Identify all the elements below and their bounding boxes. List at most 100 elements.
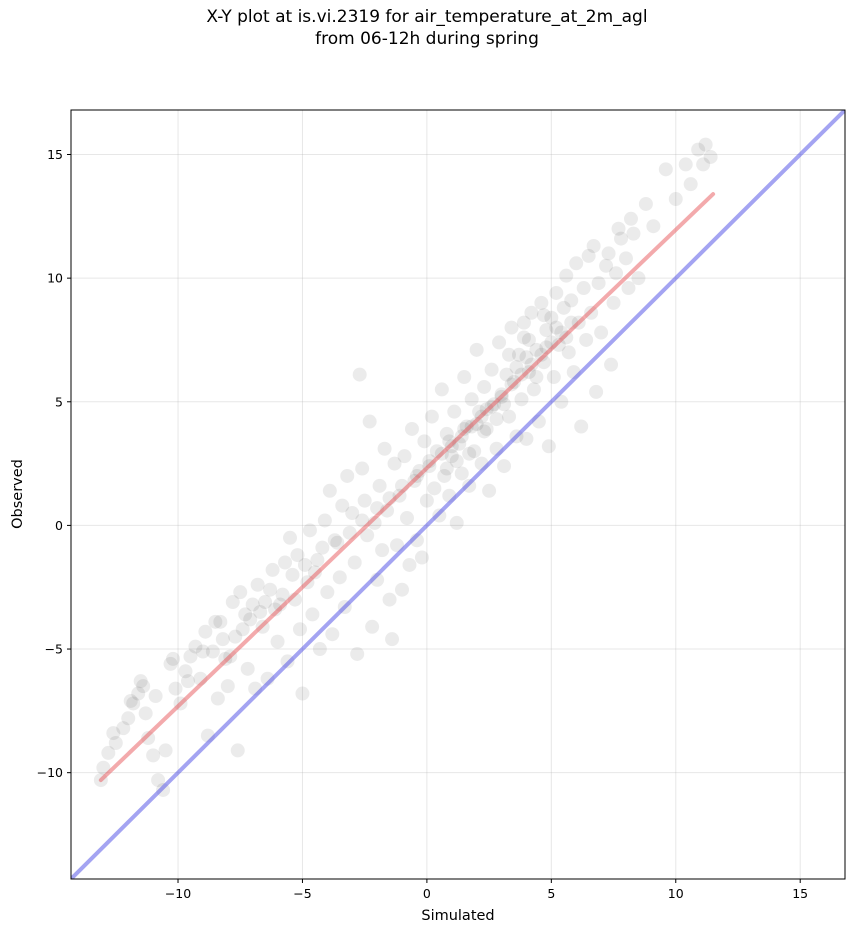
data-point — [457, 370, 472, 385]
data-point — [457, 421, 472, 436]
data-point — [166, 651, 181, 666]
data-point — [444, 449, 459, 464]
data-point — [188, 639, 203, 654]
data-point — [564, 293, 579, 308]
data-point — [275, 587, 290, 602]
data-point — [126, 696, 141, 711]
data-point — [123, 693, 138, 708]
data-point — [502, 409, 517, 424]
data-point — [362, 414, 377, 429]
data-point — [253, 604, 268, 619]
data-point — [233, 585, 248, 600]
data-point — [646, 219, 661, 234]
regression-line — [98, 192, 716, 783]
data-point — [360, 528, 375, 543]
data-point — [604, 357, 619, 372]
data-point — [424, 409, 439, 424]
data-point — [591, 276, 606, 291]
data-point — [516, 330, 531, 345]
data-point — [419, 493, 434, 508]
data-point — [606, 295, 621, 310]
data-point — [579, 332, 594, 347]
data-point — [521, 332, 536, 347]
data-point — [556, 300, 571, 315]
data-point — [497, 459, 512, 474]
data-point — [581, 248, 596, 263]
data-point — [268, 602, 283, 617]
data-point — [158, 743, 173, 758]
data-point — [549, 285, 564, 300]
data-point — [524, 357, 539, 372]
x-tick-label: 15 — [792, 886, 808, 901]
data-point — [243, 612, 258, 627]
data-point — [357, 493, 372, 508]
data-point — [397, 449, 412, 464]
data-point — [101, 745, 116, 760]
data-point — [283, 530, 298, 545]
data-point — [477, 379, 492, 394]
data-point — [347, 555, 362, 570]
data-point — [519, 350, 534, 365]
data-point — [220, 679, 235, 694]
data-point — [382, 592, 397, 607]
data-point — [365, 619, 380, 634]
data-point — [514, 367, 529, 382]
data-point — [121, 711, 136, 726]
data-point — [546, 370, 561, 385]
data-point — [295, 686, 310, 701]
data-point — [178, 664, 193, 679]
data-point — [108, 736, 123, 751]
data-point — [205, 644, 220, 659]
data-point — [534, 295, 549, 310]
data-point — [554, 394, 569, 409]
y-axis-label: Observed — [10, 459, 26, 529]
data-point — [658, 162, 673, 177]
data-point — [273, 597, 288, 612]
chart-title: X-Y plot at is.vi.2319 for air_temperatu… — [206, 7, 648, 27]
x-tick-label: 5 — [547, 886, 555, 901]
data-point — [504, 320, 519, 335]
data-point — [599, 258, 614, 273]
data-point — [195, 644, 210, 659]
data-point — [335, 498, 350, 513]
data-point — [698, 137, 713, 152]
data-point — [417, 434, 432, 449]
data-point — [263, 582, 278, 597]
data-point — [497, 397, 512, 412]
data-point — [668, 192, 683, 207]
data-point — [539, 323, 554, 338]
data-point — [270, 634, 285, 649]
data-point — [427, 481, 442, 496]
data-point — [198, 624, 213, 639]
data-point — [614, 231, 629, 246]
data-point — [559, 268, 574, 283]
data-point — [215, 632, 230, 647]
data-point — [235, 622, 250, 637]
data-point — [561, 345, 576, 360]
y-tick-label: −10 — [37, 765, 63, 780]
data-point — [290, 548, 305, 563]
data-point — [315, 540, 330, 555]
data-point — [511, 347, 526, 362]
data-point — [136, 679, 151, 694]
data-point — [437, 468, 452, 483]
x-tick-label: 0 — [423, 886, 431, 901]
grid — [71, 110, 845, 879]
data-point — [601, 246, 616, 261]
data-point — [499, 367, 514, 382]
chart-subtitle: from 06-12h during spring — [315, 29, 539, 49]
data-point — [529, 342, 544, 357]
data-point — [350, 646, 365, 661]
data-point — [589, 384, 604, 399]
data-point — [469, 417, 484, 432]
y-tick-label: 10 — [47, 271, 63, 286]
data-point — [492, 335, 507, 350]
data-point — [327, 533, 342, 548]
data-point — [245, 597, 260, 612]
data-point — [586, 238, 601, 253]
data-point — [163, 656, 178, 671]
data-point — [678, 157, 693, 172]
data-point — [454, 466, 469, 481]
data-point — [395, 582, 410, 597]
data-point — [549, 320, 564, 335]
